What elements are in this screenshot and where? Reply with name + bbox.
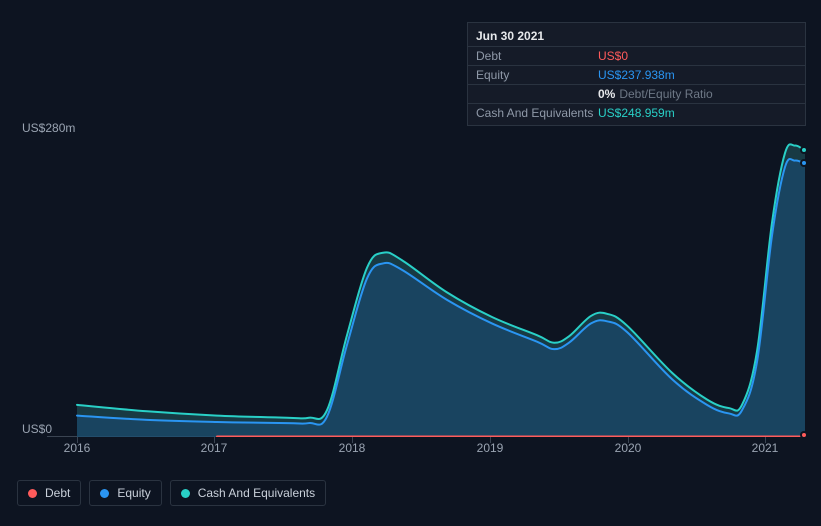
legend-item-cash[interactable]: Cash And Equivalents: [170, 480, 326, 506]
chart-svg: [47, 137, 805, 437]
tooltip-panel: Jun 30 2021 Debt US$0 Equity US$237.938m…: [467, 22, 806, 126]
tooltip-value-cash: US$248.959m: [598, 106, 675, 120]
x-tick-label: 2017: [201, 441, 228, 455]
tooltip-row-debt: Debt US$0: [468, 47, 805, 66]
tooltip-value-debt: US$0: [598, 49, 628, 63]
tooltip-label-debt: Debt: [476, 49, 598, 63]
end-dot-equity: [800, 159, 808, 167]
tooltip-ratio-label: Debt/Equity Ratio: [619, 87, 712, 101]
end-dot-debt: [800, 431, 808, 439]
tooltip-label-ratio-spacer: [476, 87, 598, 101]
x-tick-label: 2019: [477, 441, 504, 455]
x-tick: [77, 437, 78, 443]
x-tick-label: 2020: [615, 441, 642, 455]
x-axis-labels: 2016 2017 2018 2019 2020 2021: [47, 441, 805, 461]
plot-region[interactable]: [47, 137, 805, 437]
x-tick-label: 2021: [752, 441, 779, 455]
legend-item-debt[interactable]: Debt: [17, 480, 81, 506]
legend-dot-icon: [181, 489, 190, 498]
x-tick: [352, 437, 353, 443]
x-tick: [490, 437, 491, 443]
legend-item-equity[interactable]: Equity: [89, 480, 161, 506]
x-tick: [765, 437, 766, 443]
x-tick: [628, 437, 629, 443]
legend-label: Debt: [45, 486, 70, 500]
tooltip-value-equity: US$237.938m: [598, 68, 675, 82]
x-tick-label: 2016: [64, 441, 91, 455]
tooltip-label-cash: Cash And Equivalents: [476, 106, 598, 120]
x-tick: [214, 437, 215, 443]
tooltip-row-equity: Equity US$237.938m: [468, 66, 805, 85]
tooltip-row-cash: Cash And Equivalents US$248.959m: [468, 104, 805, 122]
tooltip-value-ratio: 0% Debt/Equity Ratio: [598, 87, 713, 101]
tooltip-label-equity: Equity: [476, 68, 598, 82]
legend-label: Cash And Equivalents: [198, 486, 315, 500]
x-tick-label: 2018: [339, 441, 366, 455]
end-dot-cash: [800, 146, 808, 154]
chart-area[interactable]: US$280m US$0 201620172018201920202021: [17, 122, 805, 467]
legend-label: Equity: [117, 486, 150, 500]
y-axis-top-label: US$280m: [22, 121, 75, 135]
legend-dot-icon: [100, 489, 109, 498]
tooltip-date: Jun 30 2021: [468, 26, 805, 47]
tooltip-row-ratio: 0% Debt/Equity Ratio: [468, 85, 805, 104]
legend-dot-icon: [28, 489, 37, 498]
tooltip-ratio-pct: 0%: [598, 87, 615, 101]
legend: Debt Equity Cash And Equivalents: [17, 480, 326, 506]
